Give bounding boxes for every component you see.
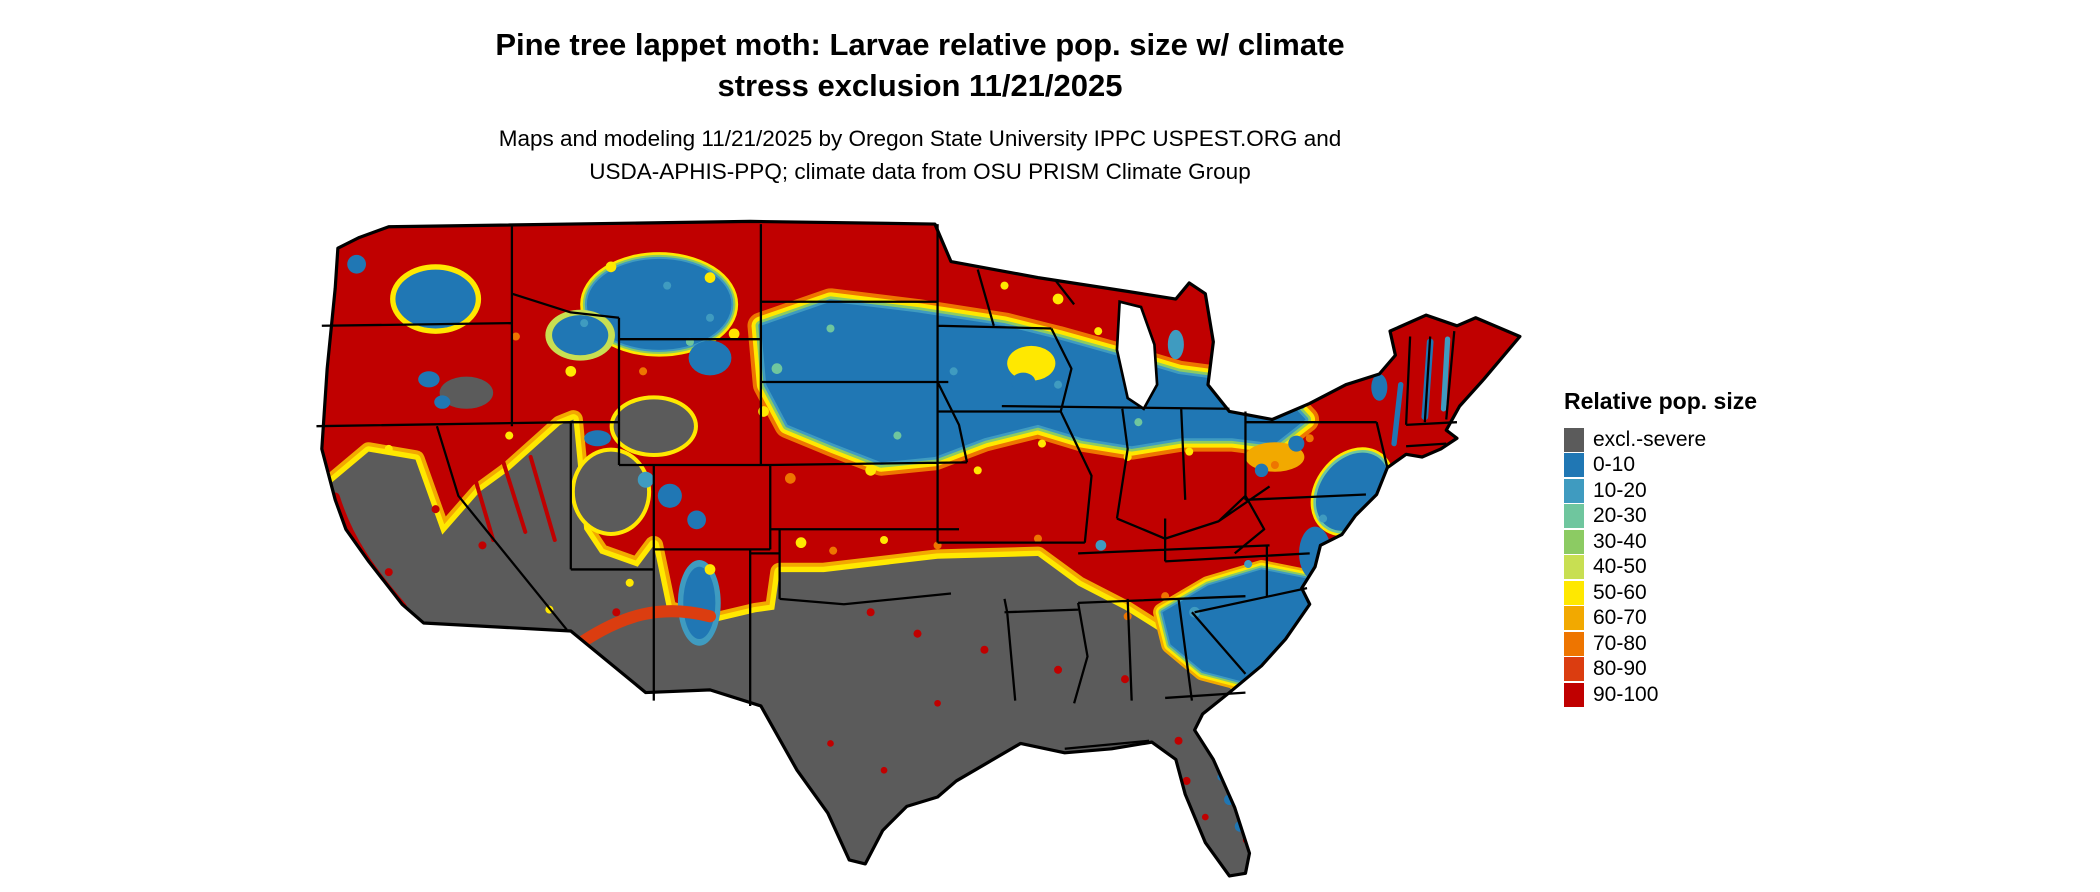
legend-item-label: 50-60 xyxy=(1593,580,1647,604)
uinta-blue xyxy=(584,430,611,447)
columbia-blue-basin xyxy=(395,269,476,329)
legend-item: 50-60 xyxy=(1564,580,1757,606)
legend-item-label: 20-30 xyxy=(1593,504,1647,528)
figure-subtitle: Maps and modeling 11/21/2025 by Oregon S… xyxy=(320,122,1520,188)
legend-item-label: excl.-severe xyxy=(1593,427,1707,451)
legend-item: 80-90 xyxy=(1564,657,1757,683)
legend-swatch xyxy=(1564,453,1584,478)
newengland-teal-corridor xyxy=(1440,336,1451,412)
legend-item-label: 90-100 xyxy=(1593,682,1659,706)
legend-item: 90-100 xyxy=(1564,682,1757,708)
figure-title: Pine tree lappet moth: Larvae relative p… xyxy=(320,24,1520,106)
legend-items: excl.-severe 0-10 10-20 20-30 30-40 40-5… xyxy=(1564,427,1757,708)
legend-swatch xyxy=(1564,427,1584,452)
legend-swatch xyxy=(1564,580,1584,605)
yellow-speckles xyxy=(384,261,1194,614)
legend-swatch xyxy=(1564,504,1584,529)
champlain-blue xyxy=(1371,373,1388,401)
legend-item: 40-50 xyxy=(1564,555,1757,581)
legend-item-label: 10-20 xyxy=(1593,478,1647,502)
map-raster-layers xyxy=(321,221,1520,876)
legend-swatch xyxy=(1564,529,1584,554)
colorado-blue-2 xyxy=(687,510,706,530)
legend-swatch xyxy=(1564,682,1584,707)
legend-item: 20-30 xyxy=(1564,504,1757,530)
lake-michigan xyxy=(1115,300,1159,411)
oregon-blue-2 xyxy=(434,395,451,409)
legend-swatch xyxy=(1564,657,1584,682)
newmexico-blue xyxy=(683,566,716,640)
legend-item: 30-40 xyxy=(1564,529,1757,555)
oregon-blue-1 xyxy=(418,371,440,388)
mogollon-red-band xyxy=(564,605,717,656)
pennsylvania-blue-1 xyxy=(1288,435,1305,452)
puget-blue xyxy=(347,254,366,274)
title-line-1: Pine tree lappet moth: Larvae relative p… xyxy=(495,27,1345,62)
colorado-teal xyxy=(637,471,654,488)
orange-speckles xyxy=(511,332,1314,621)
wisconsin-blue xyxy=(1011,372,1036,392)
us-choropleth-map xyxy=(316,219,1522,878)
utah-gray-basin xyxy=(574,451,648,532)
legend-title: Relative pop. size xyxy=(1564,388,1758,414)
legend-item: 70-80 xyxy=(1564,631,1757,657)
michigan-teal xyxy=(1167,329,1184,360)
legend-item-label: 40-50 xyxy=(1593,555,1647,579)
legend-item-label: 60-70 xyxy=(1593,606,1647,630)
pennsylvania-blue-2 xyxy=(1254,463,1269,478)
legend-item-label: 0-10 xyxy=(1593,453,1636,477)
legend-item-label: 30-40 xyxy=(1593,529,1647,553)
title-line-2: stress exclusion 11/21/2025 xyxy=(717,68,1123,103)
oregon-gray-basin xyxy=(439,376,494,409)
subtitle-line-2: USDA-APHIS-PPQ; climate data from OSU PR… xyxy=(589,159,1251,184)
map-legend: Relative pop. size excl.-severe 0-10 10-… xyxy=(1564,388,1757,708)
subtitle-line-1: Maps and modeling 11/21/2025 by Oregon S… xyxy=(498,126,1342,151)
colorado-blue-1 xyxy=(657,483,682,508)
legend-swatch xyxy=(1564,555,1584,580)
legend-swatch xyxy=(1564,631,1584,656)
legend-swatch xyxy=(1564,478,1584,503)
legend-item: 0-10 xyxy=(1564,453,1757,479)
legend-item-label: 80-90 xyxy=(1593,657,1647,681)
legend-item-label: 70-80 xyxy=(1593,631,1647,655)
state-borders xyxy=(316,224,1458,750)
legend-swatch xyxy=(1564,606,1584,631)
legend-item: 10-20 xyxy=(1564,478,1757,504)
wyoming-gray-basin xyxy=(613,399,694,453)
legend-item: 60-70 xyxy=(1564,606,1757,632)
bighorn-blue-blob xyxy=(688,340,732,376)
idaho-blue-blob xyxy=(552,315,609,356)
wisconsin-yellow xyxy=(1007,345,1056,381)
legend-item: excl.-severe xyxy=(1564,427,1757,453)
